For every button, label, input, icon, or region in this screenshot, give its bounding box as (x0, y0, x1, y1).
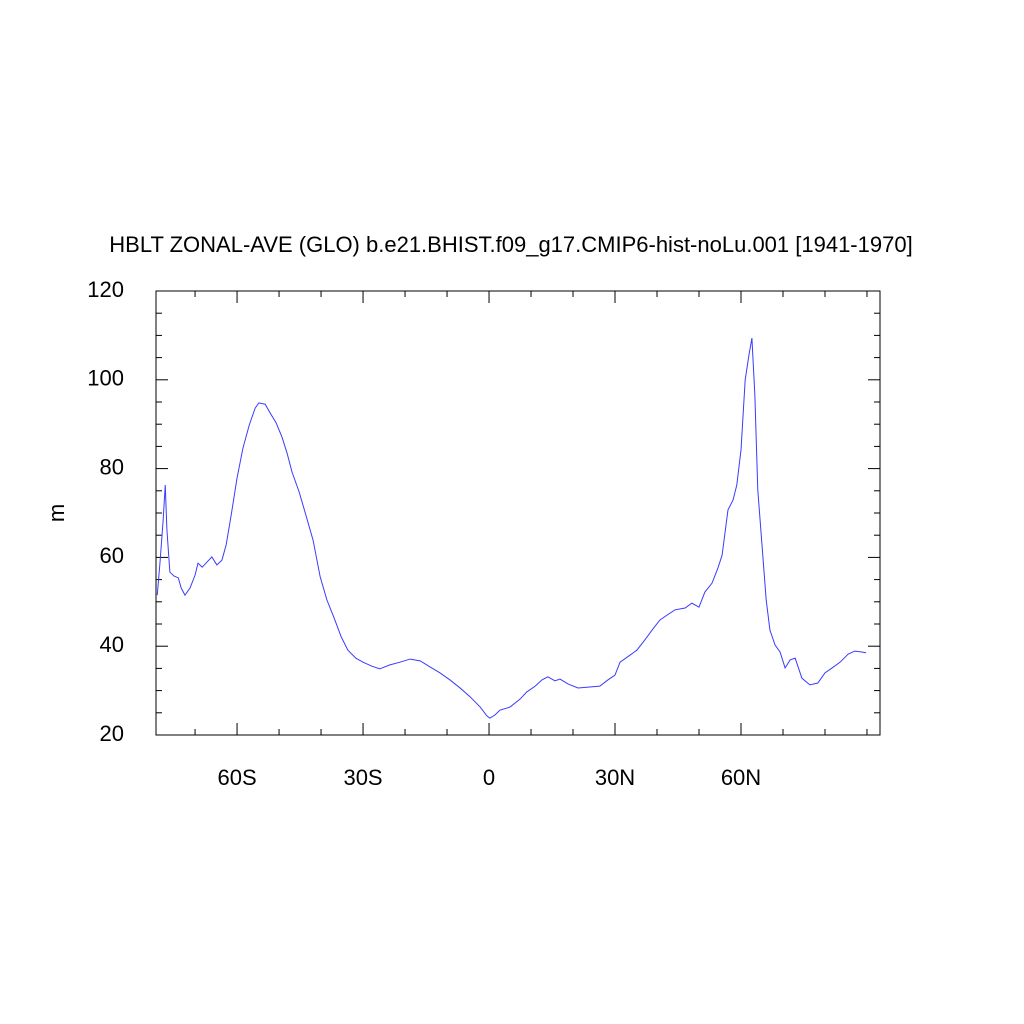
x-tick-label: 30S (343, 765, 382, 790)
chart-title: HBLT ZONAL-AVE (GLO) b.e21.BHIST.f09_g17… (109, 232, 912, 257)
y-tick-label: 80 (100, 454, 124, 479)
plot-frame (155, 290, 881, 736)
y-tick-label: 100 (87, 366, 124, 391)
y-axis-label: m (44, 504, 69, 522)
y-tick-label: 60 (100, 543, 124, 568)
y-tick-label: 40 (100, 632, 124, 657)
y-tick-label: 20 (100, 721, 124, 746)
y-tick-label: 120 (87, 277, 124, 302)
x-tick-label: 60S (217, 765, 256, 790)
data-line (156, 337, 867, 719)
x-tick-label: 30N (595, 765, 635, 790)
x-tick-label: 0 (483, 765, 495, 790)
x-tick-label: 60N (721, 765, 761, 790)
